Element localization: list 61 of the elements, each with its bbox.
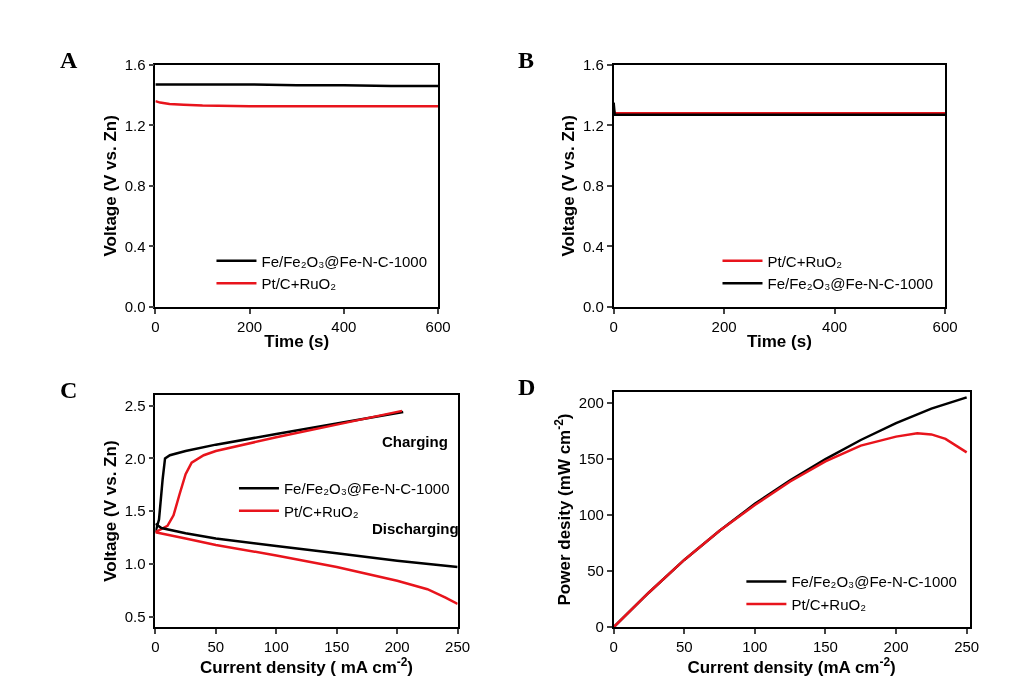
x-tick-label: 400 xyxy=(331,317,357,335)
x-axis-title: Current density (mA cm$^{-2}$) xyxy=(687,654,896,678)
y-tick-label: 200 xyxy=(578,394,604,412)
y-tick-label: 100 xyxy=(578,506,604,524)
legend-label: Pt/C+RuO₂ xyxy=(791,595,867,613)
x-tick-label: 400 xyxy=(822,317,848,335)
x-tick-label: 0 xyxy=(151,317,160,335)
y-tick-label: 1.6 xyxy=(583,56,604,74)
x-tick-label: 50 xyxy=(675,637,693,655)
x-tick-label: 600 xyxy=(932,317,958,335)
legend-label: Fe/Fe₂O₃@Fe-N-C-1000 xyxy=(261,252,427,270)
chart-title: D xyxy=(518,374,536,400)
x-tick-label: 200 xyxy=(711,317,737,335)
chart-title: A xyxy=(60,47,78,73)
y-axis-title: Voltage (V vs. Zn) xyxy=(559,115,579,257)
y-tick-label: 1.5 xyxy=(124,502,146,520)
x-tick-label: 250 xyxy=(954,637,980,655)
y-tick-label: 0.8 xyxy=(583,177,604,195)
y-tick-label: 1.6 xyxy=(124,56,146,74)
y-tick-label: 0.0 xyxy=(583,298,604,316)
x-tick-label: 150 xyxy=(324,637,350,655)
y-tick-label: 0.0 xyxy=(124,298,146,316)
y-tick-label: 0.4 xyxy=(124,237,146,255)
annotation: Charging xyxy=(382,433,448,450)
x-tick-label: 600 xyxy=(425,317,451,335)
y-tick-label: 150 xyxy=(578,450,604,468)
legend-label: Pt/C+RuO₂ xyxy=(261,275,337,293)
x-tick-label: 200 xyxy=(883,637,909,655)
x-tick-label: 200 xyxy=(237,317,263,335)
chart-title: B xyxy=(518,47,535,73)
x-axis-title: Time (s) xyxy=(746,332,812,352)
y-tick-label: 1.2 xyxy=(583,116,604,134)
y-tick-label: 0.8 xyxy=(124,177,146,195)
legend-label: Fe/Fe₂O₃@Fe-N-C-1000 xyxy=(791,573,957,591)
legend-label: Pt/C+RuO₂ xyxy=(767,252,843,270)
y-axis-title: Voltage (V vs. Zn) xyxy=(100,440,120,582)
x-tick-label: 250 xyxy=(445,637,471,655)
y-tick-label: 1.0 xyxy=(124,555,146,573)
x-tick-label: 100 xyxy=(263,637,289,655)
y-axis-title: Voltage (V vs. Zn) xyxy=(100,115,120,257)
x-tick-label: 0 xyxy=(151,637,160,655)
x-tick-label: 150 xyxy=(812,637,838,655)
legend-label: Pt/C+RuO₂ xyxy=(283,502,359,520)
y-tick-label: 2.0 xyxy=(124,449,146,467)
chart-title: C xyxy=(60,377,78,403)
y-tick-label: 0.4 xyxy=(583,237,604,255)
x-axis-title: Time (s) xyxy=(264,332,330,352)
x-tick-label: 0 xyxy=(609,637,618,655)
legend-label: Fe/Fe₂O₃@Fe-N-C-1000 xyxy=(283,480,450,498)
x-tick-label: 200 xyxy=(384,637,410,655)
x-tick-label: 50 xyxy=(207,637,225,655)
x-tick-label: 0 xyxy=(609,317,618,335)
x-tick-label: 100 xyxy=(742,637,768,655)
annotation: Discharging xyxy=(372,520,459,537)
y-tick-label: 1.2 xyxy=(124,116,146,134)
y-tick-label: 2.5 xyxy=(124,396,146,414)
y-tick-label: 0 xyxy=(595,618,604,636)
legend-label: Fe/Fe₂O₃@Fe-N-C-1000 xyxy=(767,275,934,293)
y-tick-label: 50 xyxy=(587,562,604,580)
x-axis-title: Current density ( mA cm$^{-2}$) xyxy=(199,654,414,678)
y-tick-label: 0.5 xyxy=(124,607,146,625)
